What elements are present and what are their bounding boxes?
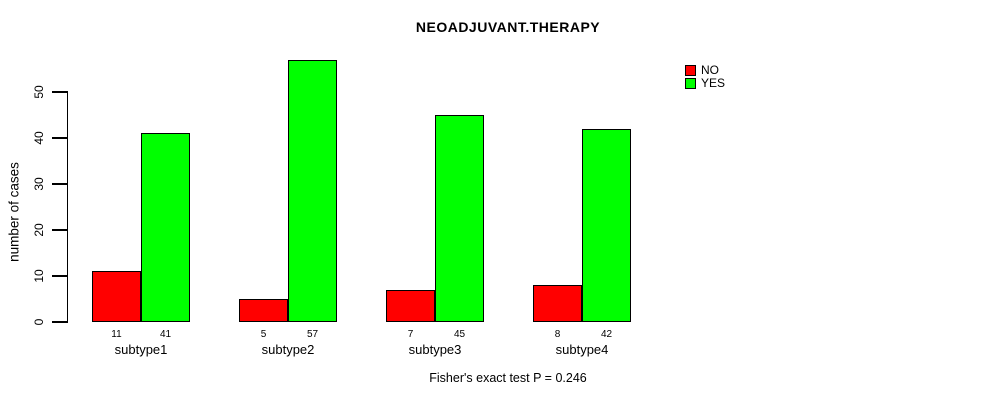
y-tick bbox=[52, 229, 68, 231]
bar-no-subtype4 bbox=[533, 285, 582, 322]
category-label-subtype2: subtype2 bbox=[261, 342, 315, 357]
bar-value-label: 7 bbox=[407, 329, 414, 340]
bar-no-subtype3 bbox=[386, 290, 435, 322]
bar-value-label: 42 bbox=[600, 329, 613, 340]
y-axis-label: number of cases bbox=[6, 162, 22, 262]
bar-value-label: 45 bbox=[453, 329, 466, 340]
legend: NO YES bbox=[685, 63, 726, 91]
chart-title: NEOADJUVANT.THERAPY bbox=[415, 19, 601, 35]
y-tick-label: 40 bbox=[32, 131, 46, 145]
category-label-subtype4: subtype4 bbox=[555, 342, 609, 357]
bar-yes-subtype1 bbox=[141, 133, 190, 322]
y-tick bbox=[52, 183, 68, 185]
bar-value-label: 57 bbox=[306, 329, 319, 340]
legend-swatch-no bbox=[685, 65, 696, 76]
bar-yes-subtype3 bbox=[435, 115, 484, 322]
y-tick bbox=[52, 321, 68, 323]
y-tick-label: 20 bbox=[32, 223, 46, 237]
legend-label: NO bbox=[701, 63, 719, 77]
bar-value-label: 5 bbox=[260, 329, 267, 340]
stat-annotation: Fisher's exact test P = 0.246 bbox=[429, 371, 587, 385]
y-tick-label: 50 bbox=[32, 85, 46, 99]
y-axis-line bbox=[66, 92, 68, 322]
bar-value-label: 11 bbox=[111, 329, 122, 340]
legend-item-no: NO bbox=[685, 63, 725, 77]
bar-no-subtype2 bbox=[239, 299, 288, 322]
category-label-subtype1: subtype1 bbox=[114, 342, 168, 357]
bar-value-label: 8 bbox=[554, 329, 561, 340]
legend-label: YES bbox=[701, 76, 726, 90]
category-label-subtype3: subtype3 bbox=[408, 342, 462, 357]
y-tick-label: 30 bbox=[32, 177, 46, 191]
bar-yes-subtype2 bbox=[288, 60, 337, 322]
legend-item-yes: YES bbox=[685, 76, 726, 90]
bar-value-label: 41 bbox=[159, 329, 172, 340]
y-tick-label: 0 bbox=[32, 318, 46, 326]
y-tick bbox=[52, 275, 68, 277]
legend-swatch-yes bbox=[685, 78, 696, 89]
bar-no-subtype1 bbox=[92, 271, 141, 322]
y-tick bbox=[52, 91, 68, 93]
y-tick-label: 10 bbox=[32, 269, 46, 283]
bar-yes-subtype4 bbox=[582, 129, 631, 322]
y-tick bbox=[52, 137, 68, 139]
